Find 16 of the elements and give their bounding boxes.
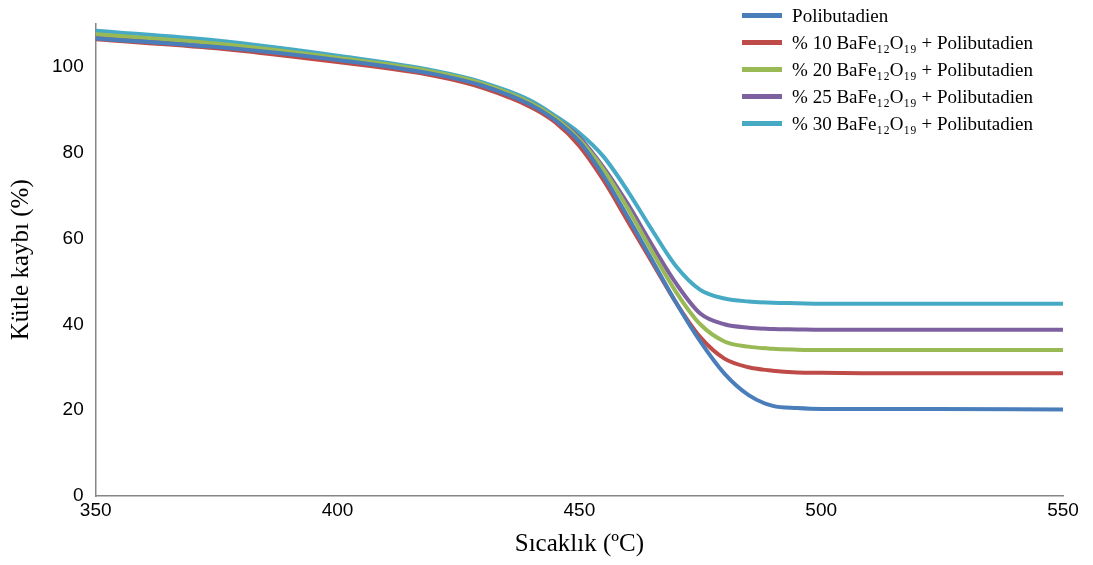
y-axis-title: Kütle kaybı (%) xyxy=(5,179,34,341)
y-tick-label: 20 xyxy=(62,398,84,420)
x-tick-label: 500 xyxy=(805,498,838,520)
y-tick-label: 80 xyxy=(62,140,84,162)
y-tick-label: 100 xyxy=(52,54,84,76)
x-tick-label: 450 xyxy=(563,498,596,520)
x-tick-label: 400 xyxy=(321,498,354,520)
legend-label: % 10 BaFe₁₂O₁₉ + Polibutadien xyxy=(792,31,1033,54)
y-tick-label: 60 xyxy=(62,226,84,248)
x-axis-title: Sıcaklık (ºC) xyxy=(514,528,644,557)
y-tick-label: 40 xyxy=(62,312,84,334)
legend-label: Polibutadien xyxy=(792,4,889,27)
legend-label: % 30 BaFe₁₂O₁₉ + Polibutadien xyxy=(792,112,1033,135)
legend-label: % 25 BaFe₁₂O₁₉ + Polibutadien xyxy=(792,85,1033,108)
legend-label: % 20 BaFe₁₂O₁₉ + Polibutadien xyxy=(792,58,1033,81)
x-tick-label: 550 xyxy=(1047,498,1079,520)
